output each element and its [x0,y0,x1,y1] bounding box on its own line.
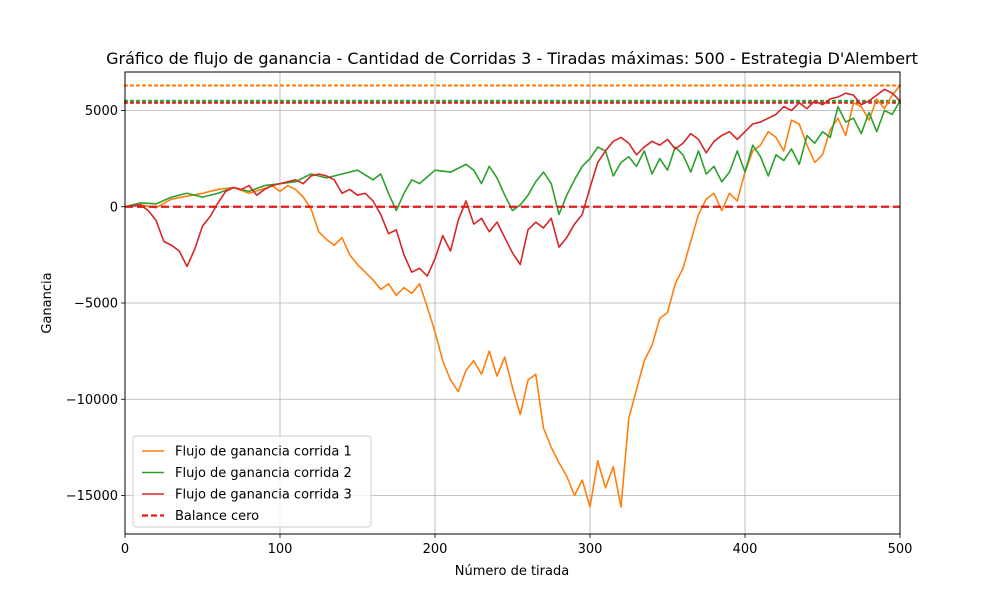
series-lines [124,84,901,508]
series-line-run-1 [124,84,901,508]
legend: Flujo de ganancia corrida 1 Flujo de gana… [132,435,372,528]
x-tick-label: 200 [423,542,448,557]
y-tick-label: −10000 [66,393,118,408]
legend-label: Flujo de ganancia corrida 2 [175,466,352,481]
x-tick-label: 300 [578,542,603,557]
y-tick-label: 5000 [85,104,118,119]
legend-label: Flujo de ganancia corrida 3 [175,488,352,503]
y-tick-label: −15000 [66,489,118,504]
x-tick-label: 400 [733,542,758,557]
y-tick-label: 0 [110,200,118,215]
chart-title: Gráfico de flujo de ganancia - Cantidad … [106,49,918,68]
grid [124,72,901,534]
y-tick-label: −5000 [74,297,118,312]
x-axis-ticks: 0 100 200 300 400 500 [121,534,913,557]
legend-box [132,435,372,528]
legend-label: Balance cero [175,509,259,524]
x-tick-label: 100 [268,542,293,557]
y-axis-ticks: 5000 0 −5000 −10000 −15000 [66,104,125,504]
y-axis-title: Ganancia [40,272,55,333]
x-axis-title: Número de tirada [455,564,569,579]
x-tick-label: 0 [121,542,129,557]
series-line-run-2 [124,100,901,216]
x-tick-label: 500 [888,542,913,557]
series-line-run-3 [124,88,901,277]
legend-label: Flujo de ganancia corrida 1 [175,445,352,460]
